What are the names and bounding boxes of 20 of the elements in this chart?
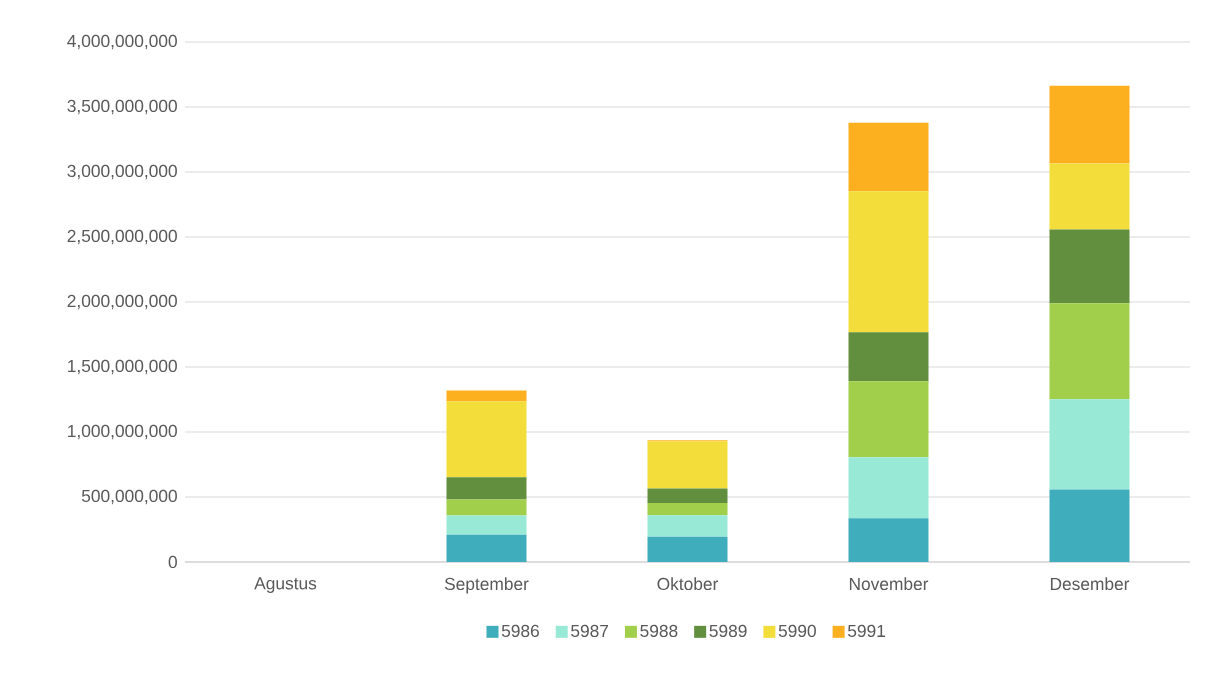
x-tick-label: Oktober	[657, 577, 719, 591]
x-tick-label: Desember	[1050, 577, 1130, 591]
y-tick-label: 3,000,000,000	[67, 164, 177, 180]
y-tick-label: 4,000,000,000	[67, 34, 177, 50]
y-tick-label: 1,500,000,000	[68, 359, 177, 375]
legend-label: 5991	[847, 624, 885, 638]
legend-label: 5986	[501, 624, 539, 638]
y-tick-label: 500,000,000	[81, 489, 177, 505]
y-tick-label: 2,500,000,000	[67, 229, 177, 245]
legend-label: 5987	[571, 624, 609, 638]
legend-label: 5988	[640, 624, 678, 638]
x-tick-label: Agustus	[254, 577, 317, 593]
y-tick-label: 0	[168, 555, 177, 569]
legend-label: 5990	[778, 624, 816, 638]
y-tick-label: 3,500,000,000	[67, 99, 177, 115]
legend-label: 5989	[709, 624, 747, 638]
x-tick-label: September	[444, 577, 529, 594]
x-tick-label: November	[849, 577, 929, 591]
y-tick-label: 1,000,000,000	[68, 424, 177, 440]
y-tick-label: 2,000,000,000	[67, 294, 177, 310]
